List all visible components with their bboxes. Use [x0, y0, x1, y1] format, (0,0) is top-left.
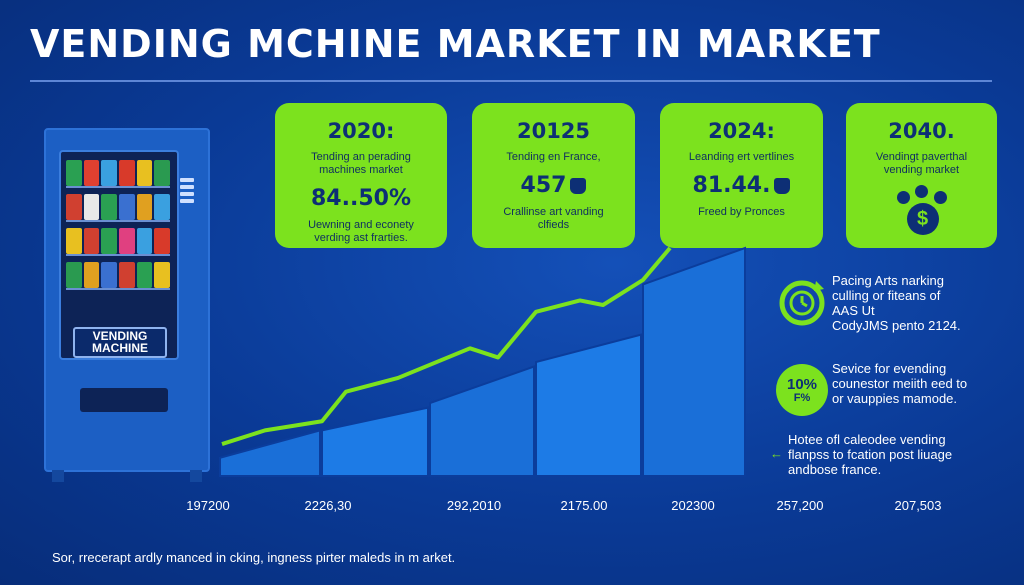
dispense-slot [80, 388, 168, 412]
card-description: Uewning and econety verding ast frarties. [308, 219, 414, 244]
card-caption: Tending en France, [506, 151, 601, 163]
machine-window: VENDING MACHINE [59, 150, 179, 360]
coin-stack-icon [570, 177, 587, 194]
x-tick-label: 197200 [186, 498, 229, 513]
card-year: 2024: [708, 119, 775, 143]
clock-refresh-icon [776, 277, 828, 329]
area-bar-3 [535, 333, 642, 477]
area-bar-1 [321, 406, 429, 477]
footnote: Sor, rrecerapt ardly manced in cking, in… [52, 550, 456, 565]
side-note-3: Hotee ofl caleodee vending flanpss to fca… [788, 432, 953, 477]
area-bar-4 [642, 246, 746, 477]
card-value: 81.44. [692, 173, 771, 198]
trend-line [221, 246, 672, 446]
area-bar-0 [219, 429, 321, 477]
card-caption: Leanding ert vertlines [688, 151, 795, 163]
x-tick-label: 2226,30 [305, 498, 352, 513]
title-divider [30, 80, 992, 82]
x-tick-label: 257,200 [777, 498, 824, 513]
machine-label: VENDING MACHINE [73, 327, 167, 358]
card-value-row: 457 [472, 173, 635, 198]
stat-card-20125: 20125 Tending en France, 457 Crallinse a… [472, 103, 635, 248]
card-year: 20125 [516, 119, 591, 143]
x-tick-label: 292,2010 [447, 498, 501, 513]
machine-foot [52, 470, 64, 482]
paw-coin-icon: $ [895, 185, 949, 241]
stat-card-2040: 2040. Vendingt paverthal vending market $ [846, 103, 997, 248]
dollar-icon: $ [906, 203, 939, 235]
card-value-row: 81.44. [660, 173, 823, 198]
card-description: Freed by Pronces [698, 206, 785, 218]
card-year: 2040. [888, 119, 955, 143]
stat-card-2020: 2020: Tending an perading machines market… [275, 103, 447, 248]
area-bar-2 [429, 365, 535, 477]
side-note-2: Sevice for evending counestor meiith eed … [832, 361, 968, 406]
stat-card-2024: 2024: Leanding ert vertlines 81.44. Free… [660, 103, 823, 248]
percent-badge-icon: 10% F% [776, 364, 828, 416]
side-note-1: Pacing Arts narking culling or fiteans of… [832, 273, 961, 333]
page-title: VENDING MCHINE MARKET IN MARKET [30, 22, 881, 66]
card-caption: Vendingt paverthal vending market [875, 151, 968, 176]
keypad-icon [180, 178, 194, 208]
x-tick-label: 202300 [671, 498, 714, 513]
card-description: Crallinse art vanding clfieds [503, 206, 604, 231]
arrow-left-icon: ← [770, 446, 783, 461]
card-year: 2020: [327, 119, 395, 143]
vending-machine-illustration: VENDING MACHINE [44, 128, 210, 482]
card-value: 457 [520, 173, 567, 198]
coin-stack-icon [774, 177, 791, 194]
card-value: 84..50% [311, 186, 411, 211]
x-tick-label: 2175.00 [561, 498, 608, 513]
card-caption: Tending an perading machines market [311, 151, 411, 176]
x-tick-label: 207,503 [895, 498, 942, 513]
machine-foot [190, 470, 202, 482]
